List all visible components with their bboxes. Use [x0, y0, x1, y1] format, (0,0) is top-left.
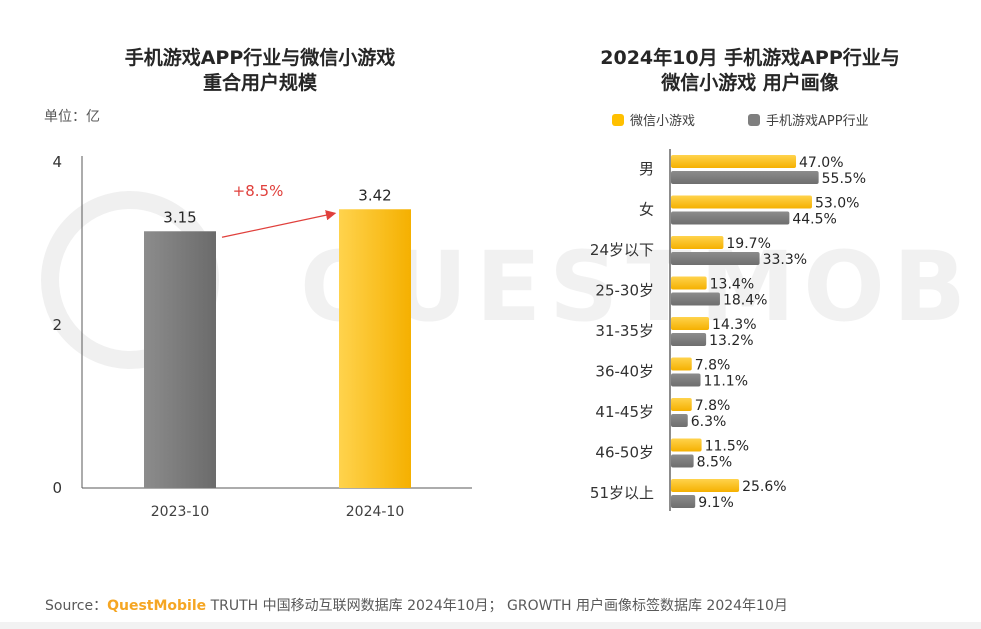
- hbar-app: [671, 252, 760, 265]
- hbar-app: [671, 171, 819, 184]
- x-tick-label: 2023-10: [151, 504, 210, 520]
- hbar-value-label: 11.5%: [705, 439, 749, 455]
- hbar-value-label: 14.3%: [712, 317, 756, 333]
- hbar-value-label: 7.8%: [695, 398, 731, 414]
- category-label: 24岁以下: [590, 241, 654, 259]
- hbar-wechat: [671, 236, 724, 249]
- hbar-wechat: [671, 438, 702, 452]
- legend-swatch-yellow: [612, 113, 624, 126]
- source-rest: TRUTH 中国移动互联网数据库 2024年10月； GROWTH 用户画像标签…: [206, 598, 788, 614]
- hbar-app: [671, 211, 790, 225]
- category-label: 男: [639, 160, 654, 178]
- legend-item-app: 手机游戏APP行业: [748, 110, 869, 129]
- category-label: 46-50岁: [595, 444, 654, 462]
- category-label: 41-45岁: [595, 403, 654, 421]
- left-bar-chart: 0 2 4 3.15 2023-10 3.42 2024-10 +8.5%: [52, 153, 472, 520]
- right-title-line2: 微信小游戏 用户画像: [661, 72, 839, 94]
- y-tick-label: 2: [52, 316, 62, 334]
- x-tick-label: 2024-10: [346, 504, 405, 520]
- hbar-value-label: 6.3%: [691, 414, 727, 430]
- bar-value-label: 3.42: [358, 186, 391, 204]
- hbar-wechat: [671, 276, 707, 290]
- category-label: 女: [639, 201, 654, 219]
- hbar-app: [671, 373, 701, 387]
- hbar-wechat: [671, 317, 710, 330]
- category-label: 51岁以上: [590, 484, 654, 502]
- hbar-app: [671, 292, 720, 306]
- hbar-value-label: 55.5%: [822, 171, 866, 187]
- bar-2023-10: [144, 231, 216, 488]
- legend-label-wechat: 微信小游戏: [630, 114, 696, 129]
- right-title-line1: 2024年10月 手机游戏APP行业与: [600, 47, 900, 69]
- hbar-value-label: 19.7%: [726, 236, 770, 252]
- y-tick-label: 4: [52, 153, 62, 171]
- hbar-value-label: 18.4%: [723, 293, 767, 309]
- unit-label: 单位：亿: [44, 109, 100, 125]
- hbar-value-label: 13.4%: [710, 277, 754, 293]
- category-label: 25-30岁: [595, 282, 654, 300]
- left-title-line1: 手机游戏APP行业与微信小游戏: [124, 47, 396, 69]
- hbar-value-label: 47.0%: [799, 155, 843, 171]
- hbar-app: [671, 414, 688, 427]
- legend-item-wechat: 微信小游戏: [612, 110, 695, 129]
- hbar-app: [671, 495, 696, 508]
- source-prefix: Source：: [45, 598, 108, 614]
- bottom-strip: [0, 622, 981, 629]
- hbar-app: [671, 333, 707, 346]
- hbar-value-label: 44.5%: [792, 212, 836, 228]
- legend-swatch-gray: [748, 113, 760, 126]
- bar-value-label: 3.15: [163, 208, 196, 226]
- legend-label-app: 手机游戏APP行业: [766, 114, 869, 129]
- hbar-value-label: 53.0%: [815, 196, 859, 212]
- y-tick-label: 0: [52, 479, 62, 497]
- bar-2024-10: [339, 209, 411, 488]
- hbar-value-label: 8.5%: [697, 455, 733, 471]
- left-title-line2: 重合用户规模: [202, 72, 317, 94]
- hbar-wechat: [671, 479, 740, 492]
- hbar-wechat: [671, 398, 692, 411]
- hbar-wechat: [671, 155, 797, 168]
- hbar-value-label: 11.1%: [704, 374, 748, 390]
- hbar-value-label: 7.8%: [695, 358, 731, 374]
- hbar-value-label: 9.1%: [698, 495, 734, 511]
- growth-arrow: [221, 210, 337, 238]
- source-note: Source：QuestMobile TRUTH 中国移动互联网数据库 2024…: [45, 595, 788, 615]
- hbar-wechat: [671, 195, 812, 209]
- right-hbar-chart: 男 47.0%55.5% 女 53.0%44.5% 24岁以下 19.7%33.3% 25-…: [590, 149, 866, 511]
- right-chart-title: 2024年10月 手机游戏APP行业与 微信小游戏 用户画像: [540, 46, 960, 96]
- hbar-value-label: 13.2%: [709, 333, 753, 349]
- hbar-value-label: 33.3%: [763, 252, 807, 268]
- hbar-wechat: [671, 357, 692, 371]
- left-chart-title: 手机游戏APP行业与微信小游戏 重合用户规模: [60, 46, 460, 96]
- svg-text:QUESTMOBILE: QUESTMOBILE: [300, 231, 981, 343]
- category-label: 31-35岁: [595, 322, 654, 340]
- hbar-app: [671, 454, 694, 468]
- source-brand: QuestMobile: [107, 598, 207, 614]
- category-label: 36-40岁: [595, 363, 654, 381]
- growth-label: +8.5%: [233, 182, 284, 200]
- hbar-value-label: 25.6%: [742, 479, 786, 495]
